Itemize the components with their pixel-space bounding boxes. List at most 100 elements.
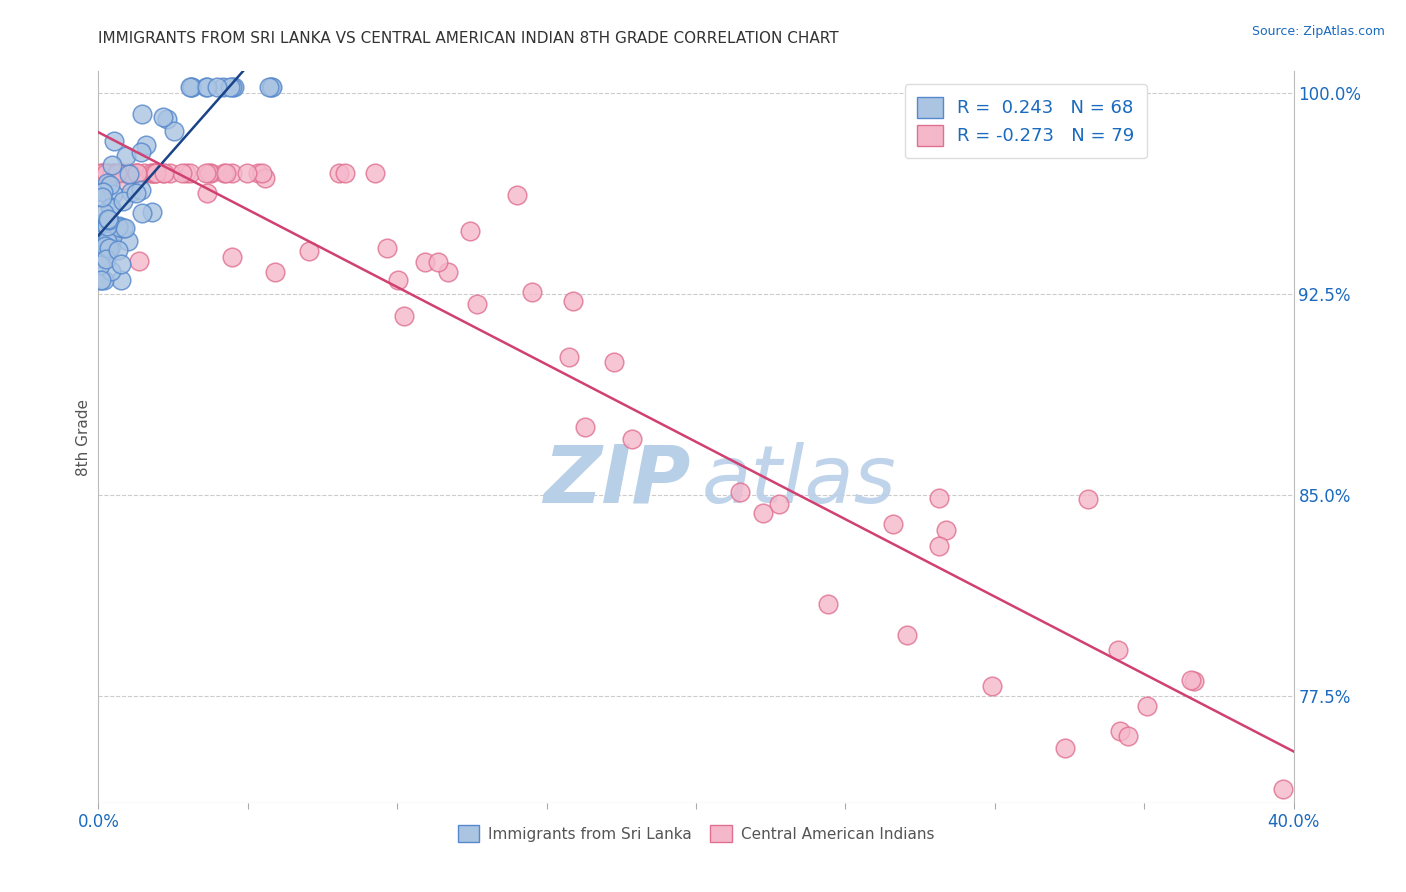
Point bbox=[107, 220, 129, 235]
Point bbox=[1182, 674, 1205, 689]
Point bbox=[179, 80, 201, 95]
Point bbox=[132, 166, 155, 180]
Point bbox=[1109, 723, 1132, 738]
Point bbox=[221, 166, 243, 180]
Point bbox=[260, 80, 283, 95]
Point bbox=[139, 166, 162, 180]
Point bbox=[93, 206, 115, 220]
Point bbox=[426, 255, 449, 269]
Point bbox=[111, 166, 134, 180]
Point bbox=[236, 166, 259, 180]
Point bbox=[195, 80, 218, 95]
Point bbox=[131, 145, 153, 160]
Point bbox=[101, 158, 124, 172]
Point bbox=[262, 80, 284, 95]
Point bbox=[896, 628, 918, 642]
Point bbox=[200, 166, 222, 180]
Point bbox=[465, 297, 488, 311]
Point bbox=[120, 186, 142, 200]
Point bbox=[104, 223, 127, 237]
Point bbox=[195, 166, 218, 180]
Point bbox=[212, 166, 235, 180]
Text: ZIP: ZIP bbox=[543, 442, 690, 520]
Point bbox=[198, 166, 221, 180]
Point bbox=[195, 186, 218, 200]
Point bbox=[375, 240, 398, 254]
Point bbox=[96, 177, 118, 191]
Point bbox=[89, 258, 111, 272]
Point bbox=[298, 244, 321, 259]
Point bbox=[170, 166, 193, 180]
Point bbox=[90, 273, 112, 287]
Point bbox=[96, 234, 118, 248]
Text: atlas: atlas bbox=[702, 442, 897, 520]
Point bbox=[89, 251, 111, 265]
Point bbox=[163, 124, 186, 138]
Point bbox=[195, 80, 218, 95]
Point bbox=[215, 166, 238, 180]
Y-axis label: 8th Grade: 8th Grade bbox=[76, 399, 91, 475]
Point bbox=[263, 265, 285, 279]
Point bbox=[1118, 729, 1140, 743]
Point bbox=[115, 166, 138, 180]
Point bbox=[1136, 699, 1159, 714]
Point bbox=[96, 166, 118, 180]
Point bbox=[96, 219, 118, 234]
Point bbox=[751, 506, 773, 520]
Text: Source: ZipAtlas.com: Source: ZipAtlas.com bbox=[1251, 25, 1385, 38]
Point bbox=[1077, 491, 1099, 506]
Point bbox=[620, 432, 643, 446]
Point bbox=[101, 187, 124, 202]
Point bbox=[110, 273, 132, 287]
Point bbox=[247, 166, 270, 180]
Point bbox=[125, 166, 148, 180]
Point bbox=[224, 80, 246, 95]
Point bbox=[562, 294, 585, 309]
Point bbox=[333, 166, 356, 180]
Point bbox=[558, 351, 581, 365]
Point bbox=[91, 166, 114, 180]
Point bbox=[141, 205, 163, 219]
Point bbox=[129, 183, 152, 197]
Point bbox=[221, 80, 243, 95]
Point bbox=[107, 166, 129, 180]
Point bbox=[114, 149, 136, 163]
Point bbox=[250, 166, 273, 180]
Point bbox=[145, 166, 167, 180]
Point bbox=[94, 166, 117, 180]
Text: IMMIGRANTS FROM SRI LANKA VS CENTRAL AMERICAN INDIAN 8TH GRADE CORRELATION CHART: IMMIGRANTS FROM SRI LANKA VS CENTRAL AME… bbox=[98, 31, 839, 46]
Point bbox=[180, 80, 202, 95]
Point bbox=[176, 166, 198, 180]
Point bbox=[110, 257, 132, 271]
Point bbox=[328, 166, 350, 180]
Point bbox=[1107, 643, 1129, 657]
Point bbox=[93, 234, 115, 248]
Point bbox=[159, 166, 181, 180]
Point bbox=[205, 80, 228, 95]
Point bbox=[108, 166, 131, 180]
Point bbox=[98, 241, 121, 255]
Point bbox=[392, 310, 415, 324]
Point bbox=[89, 273, 111, 287]
Point bbox=[153, 166, 176, 180]
Point bbox=[97, 212, 120, 227]
Point bbox=[156, 112, 179, 126]
Point bbox=[100, 230, 122, 244]
Point bbox=[1054, 740, 1077, 755]
Point bbox=[221, 250, 243, 264]
Point bbox=[141, 166, 163, 180]
Point bbox=[817, 597, 839, 611]
Point bbox=[152, 110, 174, 124]
Point bbox=[259, 80, 281, 95]
Point bbox=[935, 524, 957, 538]
Point bbox=[254, 171, 277, 186]
Point bbox=[125, 186, 148, 201]
Point bbox=[112, 220, 135, 235]
Point bbox=[97, 243, 120, 257]
Point bbox=[768, 497, 790, 511]
Point bbox=[413, 254, 436, 268]
Point bbox=[131, 107, 153, 121]
Point bbox=[101, 166, 124, 180]
Point bbox=[152, 166, 174, 180]
Point bbox=[603, 355, 626, 369]
